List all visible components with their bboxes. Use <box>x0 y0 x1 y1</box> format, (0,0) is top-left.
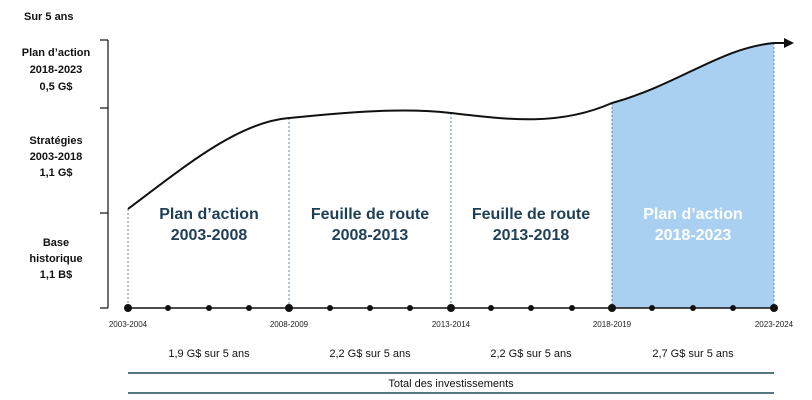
timeline-dot-major <box>608 304 616 312</box>
highlighted-phase-area <box>612 43 774 308</box>
left-section-base: Base historique 1,1 B$ <box>29 237 82 281</box>
timeline-dot-major <box>770 304 778 312</box>
phase-years: 2018-2023 <box>655 227 732 244</box>
header-label: Sur 5 ans <box>24 11 74 23</box>
year-label: 2018-2019 <box>593 320 632 329</box>
phase-years: 2008-2013 <box>332 227 409 244</box>
phase-title: Plan d’action <box>643 206 743 223</box>
total-label: Total des investissements <box>388 378 514 390</box>
left-section-line: 2018-2023 <box>30 64 83 76</box>
amount-label: 2,7 G$ sur 5 ans <box>652 348 734 360</box>
phase-label-2: Feuille de route 2008-2013 <box>311 206 429 244</box>
amount-label: 1,9 G$ sur 5 ans <box>168 348 250 360</box>
phase-label-4: Plan d’action 2018-2023 <box>643 206 743 244</box>
left-section-line: 0,5 G$ <box>39 81 72 93</box>
timeline-dot <box>246 305 252 311</box>
timeline-dot <box>165 305 171 311</box>
timeline-dot <box>407 305 413 311</box>
timeline-dot <box>367 305 373 311</box>
timeline-dot-major <box>447 304 455 312</box>
timeline-dot-major <box>285 304 293 312</box>
timeline-dot <box>569 305 575 311</box>
left-section-strategies: Stratégies 2003-2018 1,1 G$ <box>29 135 82 179</box>
phase-title: Plan d’action <box>159 206 259 223</box>
left-section-line: 1,1 G$ <box>39 167 72 179</box>
year-label: 2008-2009 <box>270 320 309 329</box>
timeline-dot <box>528 305 534 311</box>
timeline-dot <box>730 305 736 311</box>
year-label: 2023-2024 <box>755 320 794 329</box>
phase-label-1: Plan d’action 2003-2008 <box>159 206 259 244</box>
left-section-line: historique <box>29 253 82 265</box>
timeline-dot-major <box>124 304 132 312</box>
timeline-dot <box>488 305 494 311</box>
phase-label-3: Feuille de route 2013-2018 <box>472 206 590 244</box>
phase-title: Feuille de route <box>311 206 429 223</box>
left-section-line: Base <box>43 237 69 249</box>
phase-years: 2003-2008 <box>171 227 248 244</box>
left-section-line: Stratégies <box>29 135 82 147</box>
timeline-dot <box>690 305 696 311</box>
phase-years: 2013-2018 <box>493 227 570 244</box>
growth-curve <box>127 38 794 210</box>
left-section-line: Plan d’action <box>22 47 91 59</box>
year-label: 2013-2014 <box>432 320 471 329</box>
amount-label: 2,2 G$ sur 5 ans <box>329 348 411 360</box>
left-section-line: 1,1 B$ <box>40 269 72 281</box>
amount-label: 2,2 G$ sur 5 ans <box>490 348 572 360</box>
timeline-dot <box>206 305 212 311</box>
year-label: 2003-2004 <box>109 320 148 329</box>
timeline-dot <box>649 305 655 311</box>
phase-title: Feuille de route <box>472 206 590 223</box>
left-section-action-plan: Plan d’action 2018-2023 0,5 G$ <box>22 47 91 93</box>
timeline-dot <box>327 305 333 311</box>
left-section-line: 2003-2018 <box>30 151 83 163</box>
timeline-dots <box>124 304 778 312</box>
